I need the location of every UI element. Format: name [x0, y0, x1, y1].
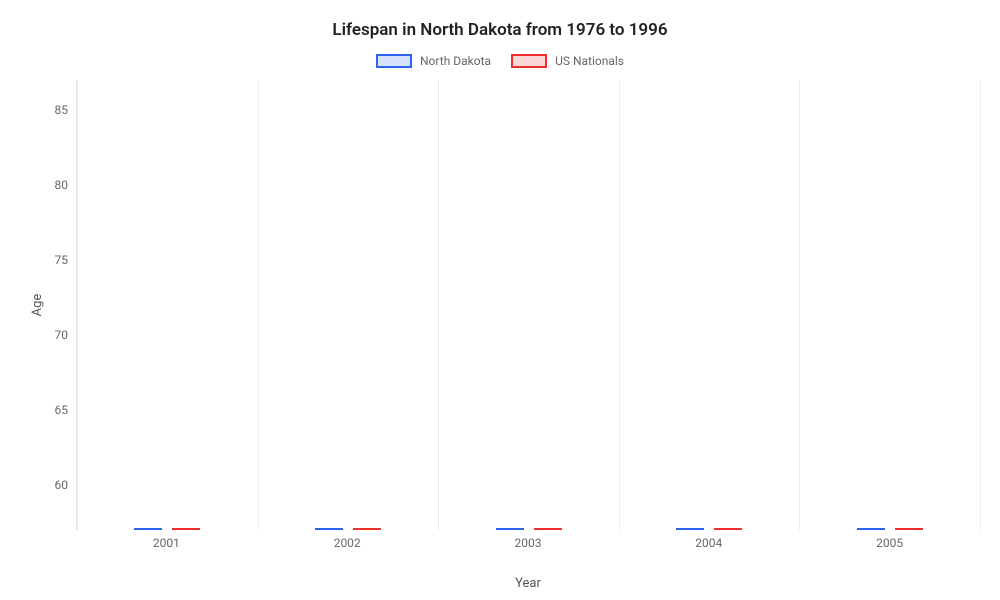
- bar: [676, 528, 704, 530]
- x-axis-label: Year: [76, 576, 980, 591]
- y-tick: 80: [55, 178, 69, 192]
- x-axis: 2001 2002 2003 2004 2005: [76, 536, 980, 554]
- legend-swatch-icon: [511, 54, 547, 68]
- gridline: [438, 80, 439, 530]
- x-tick: 2002: [334, 536, 361, 550]
- y-tick: 60: [55, 478, 69, 492]
- gridline: [619, 80, 620, 530]
- legend-swatch-icon: [376, 54, 412, 68]
- bar: [353, 528, 381, 530]
- bar: [134, 528, 162, 530]
- chart-container: Lifespan in North Dakota from 1976 to 19…: [0, 0, 1000, 600]
- chart-title: Lifespan in North Dakota from 1976 to 19…: [20, 20, 980, 40]
- bar: [315, 528, 343, 530]
- y-tick: 65: [55, 403, 69, 417]
- y-axis: 60 65 70 75 80 85: [20, 80, 76, 530]
- gridline: [258, 80, 259, 530]
- y-tick: 70: [55, 328, 69, 342]
- bar: [857, 528, 885, 530]
- bar: [714, 528, 742, 530]
- legend: North Dakota US Nationals: [20, 54, 980, 68]
- bar-group: [857, 528, 923, 530]
- x-tick: 2005: [876, 536, 903, 550]
- bar-group: [676, 528, 742, 530]
- plot-area: [76, 80, 980, 530]
- bar: [534, 528, 562, 530]
- bar: [895, 528, 923, 530]
- legend-label: US Nationals: [555, 54, 624, 68]
- bars-layer: [77, 80, 980, 530]
- bar-group: [134, 528, 200, 530]
- bar-group: [496, 528, 562, 530]
- x-tick: 2004: [695, 536, 722, 550]
- x-tick: 2001: [153, 536, 180, 550]
- bar: [496, 528, 524, 530]
- y-tick: 75: [55, 253, 69, 267]
- gridline: [799, 80, 800, 530]
- y-tick: 85: [55, 103, 69, 117]
- x-tick: 2003: [515, 536, 542, 550]
- bar-group: [315, 528, 381, 530]
- bar: [172, 528, 200, 530]
- gridline: [980, 80, 981, 530]
- legend-item-us-nationals: US Nationals: [511, 54, 624, 68]
- legend-item-north-dakota: North Dakota: [376, 54, 491, 68]
- chart-body: Age 606570758085: [20, 80, 980, 530]
- legend-label: North Dakota: [420, 54, 491, 68]
- gridline: [77, 80, 78, 530]
